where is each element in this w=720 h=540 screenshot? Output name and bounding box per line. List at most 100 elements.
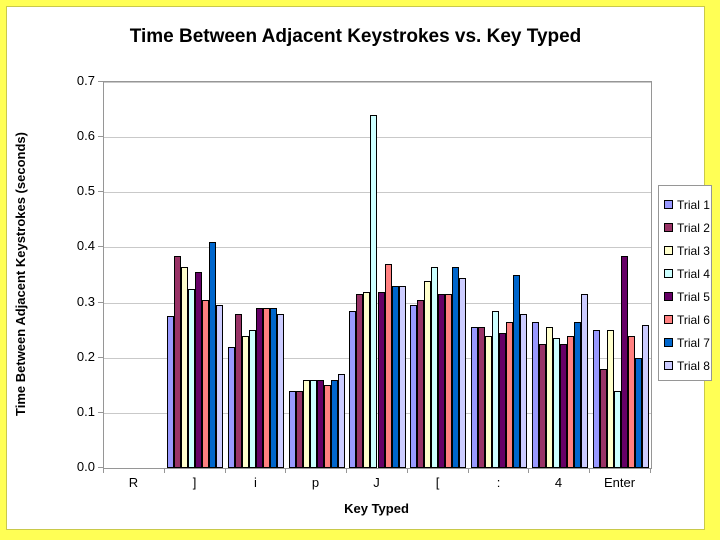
bar-trial-2-: bbox=[477, 327, 485, 468]
bar-trial-6-] bbox=[202, 300, 210, 468]
x-tick-label: R bbox=[128, 475, 139, 490]
y-axis-title: Time Between Adjacent Keystrokes (second… bbox=[13, 132, 28, 416]
y-tick-label: 0.2 bbox=[76, 349, 95, 364]
x-tick-label: : bbox=[496, 475, 501, 490]
x-tick-mark bbox=[346, 469, 347, 473]
bar-trial-2-p bbox=[295, 391, 303, 468]
legend-label: Trial 3 bbox=[677, 243, 710, 258]
bar-trial-1-4 bbox=[531, 322, 539, 468]
legend-entry: Trial 3 bbox=[664, 239, 711, 262]
legend-entry: Trial 8 bbox=[664, 354, 711, 377]
x-tick-mark bbox=[528, 469, 529, 473]
legend-entry: Trial 7 bbox=[664, 331, 711, 354]
legend-swatch bbox=[664, 361, 673, 370]
bar-trial-8-[ bbox=[459, 278, 467, 468]
x-tick-label: [ bbox=[435, 475, 440, 490]
x-tick-mark bbox=[650, 469, 651, 473]
bar-trial-4-] bbox=[188, 289, 196, 468]
legend-label: Trial 6 bbox=[677, 312, 710, 327]
legend-swatch bbox=[664, 223, 673, 232]
bar-trial-7-Enter bbox=[634, 358, 642, 468]
bar-trial-7-[ bbox=[452, 267, 460, 468]
gridline bbox=[104, 137, 651, 138]
legend-label: Trial 1 bbox=[677, 197, 710, 212]
x-tick-mark bbox=[103, 469, 104, 473]
bar-trial-1-] bbox=[167, 316, 175, 468]
bar-trial-4-i bbox=[248, 330, 256, 468]
bar-trial-7-] bbox=[209, 242, 217, 468]
legend-entry: Trial 2 bbox=[664, 216, 711, 239]
y-tick-mark bbox=[98, 302, 103, 303]
bar-trial-1-Enter bbox=[592, 330, 600, 468]
bar-trial-8-: bbox=[520, 314, 528, 468]
bar-trial-7-p bbox=[330, 380, 338, 468]
bar-trial-3-Enter bbox=[606, 330, 614, 468]
bar-trial-6-4 bbox=[566, 336, 574, 468]
x-tick-label: ] bbox=[192, 475, 197, 490]
legend-swatch bbox=[664, 269, 673, 278]
legend-entry: Trial 5 bbox=[664, 285, 711, 308]
bar-trial-1-: bbox=[470, 327, 478, 468]
bar-trial-1-J bbox=[349, 311, 357, 468]
x-tick-label: p bbox=[311, 475, 320, 490]
bar-trial-4-p bbox=[309, 380, 317, 468]
bar-trial-3-[ bbox=[424, 281, 432, 468]
bar-trial-5-] bbox=[195, 272, 203, 468]
bar-trial-3-] bbox=[181, 267, 189, 468]
y-tick-mark bbox=[98, 467, 103, 468]
x-tick-mark bbox=[468, 469, 469, 473]
bar-trial-6-: bbox=[506, 322, 514, 468]
bar-trial-7-J bbox=[391, 286, 399, 468]
x-axis-title: Key Typed bbox=[344, 501, 409, 516]
legend-swatch bbox=[664, 200, 673, 209]
bar-trial-3-p bbox=[302, 380, 310, 468]
legend-label: Trial 2 bbox=[677, 220, 710, 235]
y-tick-label: 0.5 bbox=[76, 183, 95, 198]
gridline bbox=[104, 247, 651, 248]
bar-trial-8-i bbox=[277, 314, 285, 468]
bar-trial-4-[ bbox=[431, 267, 439, 468]
bar-trial-6-J bbox=[384, 264, 392, 468]
bar-trial-3-J bbox=[363, 292, 371, 468]
y-tick-mark bbox=[98, 81, 103, 82]
y-tick-mark bbox=[98, 357, 103, 358]
bar-trial-4-Enter bbox=[613, 391, 621, 468]
legend-swatch bbox=[664, 292, 673, 301]
y-tick-mark bbox=[98, 136, 103, 137]
bar-trial-3-: bbox=[485, 336, 493, 468]
y-tick-label: 0.7 bbox=[76, 73, 95, 88]
bar-trial-5-Enter bbox=[620, 256, 628, 468]
bar-trial-1-[ bbox=[410, 305, 418, 468]
bar-trial-5-: bbox=[499, 333, 507, 468]
y-tick-mark bbox=[98, 412, 103, 413]
bar-trial-8-] bbox=[216, 305, 224, 468]
legend-entry: Trial 6 bbox=[664, 308, 711, 331]
y-tick-label: 0.0 bbox=[76, 459, 95, 474]
x-tick-mark bbox=[164, 469, 165, 473]
bar-trial-2-Enter bbox=[599, 369, 607, 468]
legend-label: Trial 7 bbox=[677, 335, 710, 350]
bar-trial-5-p bbox=[316, 380, 324, 468]
legend-entry: Trial 4 bbox=[664, 262, 711, 285]
x-tick-label: 4 bbox=[554, 475, 563, 490]
x-tick-mark bbox=[285, 469, 286, 473]
bar-trial-8-Enter bbox=[641, 325, 649, 468]
bar-trial-7-: bbox=[513, 275, 521, 468]
bar-trial-6-Enter bbox=[627, 336, 635, 468]
bar-trial-8-p bbox=[337, 374, 345, 468]
x-tick-mark bbox=[407, 469, 408, 473]
bar-trial-3-4 bbox=[545, 327, 553, 468]
y-tick-mark bbox=[98, 191, 103, 192]
chart-panel: Time Between Adjacent Keystrokes vs. Key… bbox=[6, 6, 712, 530]
bar-trial-2-J bbox=[356, 294, 364, 468]
legend-label: Trial 8 bbox=[677, 358, 710, 373]
bar-trial-3-i bbox=[241, 336, 249, 468]
bar-trial-7-4 bbox=[573, 322, 581, 468]
y-tick-label: 0.3 bbox=[76, 294, 95, 309]
bar-trial-7-i bbox=[269, 308, 277, 468]
legend-swatch bbox=[664, 338, 673, 347]
x-tick-mark bbox=[225, 469, 226, 473]
bar-trial-5-J bbox=[377, 292, 385, 468]
bar-trial-2-i bbox=[234, 314, 242, 468]
bar-trial-4-: bbox=[492, 311, 500, 468]
